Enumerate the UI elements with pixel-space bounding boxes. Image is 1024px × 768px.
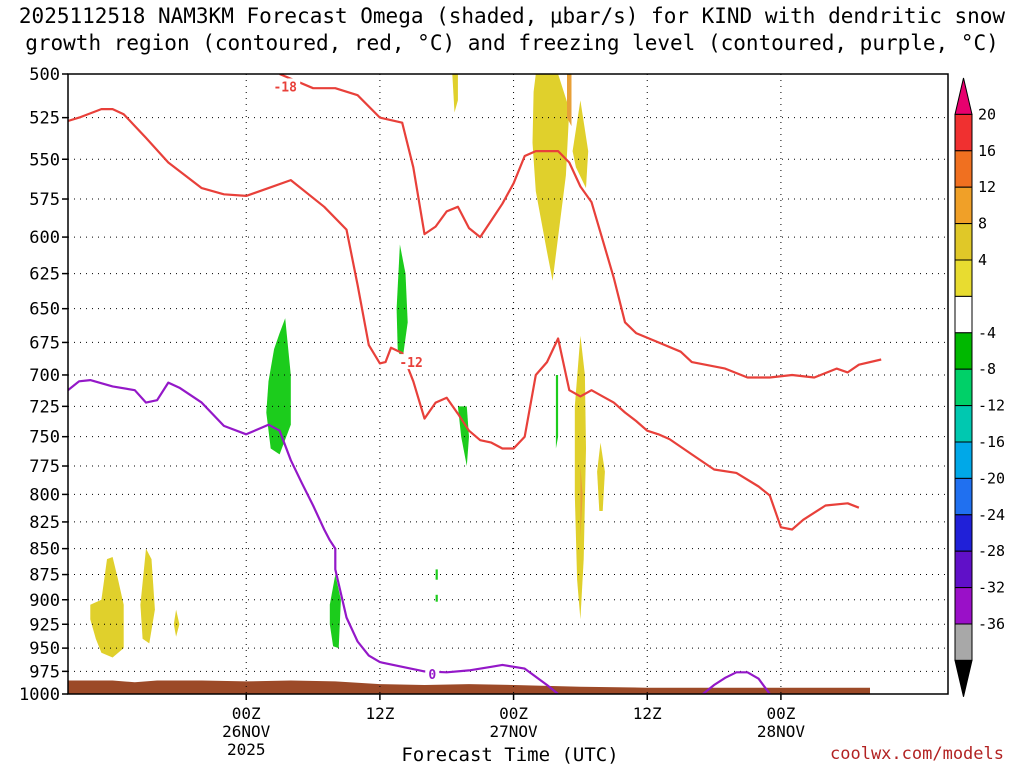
colorbar-label: 8 [978, 215, 987, 233]
x-tick-label: 27NOV [489, 722, 538, 741]
omega-shade [457, 406, 469, 466]
contour-line [68, 379, 559, 694]
colorbar-box [954, 295, 973, 334]
colorbar-box [954, 441, 973, 479]
y-tick-label: 650 [29, 300, 60, 320]
omega-shade [396, 244, 408, 363]
omega-shade [435, 569, 438, 580]
colorbar-box [954, 477, 973, 516]
y-tick-label: 625 [29, 265, 60, 285]
colorbar-box [954, 514, 973, 552]
y-tick-label: 550 [29, 150, 60, 170]
y-tick-label: 1000 [19, 685, 60, 705]
omega-shade [266, 318, 291, 455]
omega-shade [452, 74, 458, 113]
colorbar-box [954, 113, 973, 152]
colorbar-box [954, 368, 973, 407]
x-tick-label: 28NOV [757, 722, 806, 741]
contour-label-bg [425, 666, 440, 682]
colorbar-label: -20 [978, 469, 1005, 487]
contour-label-bg [270, 78, 301, 94]
x-tick-label: 00Z [232, 704, 261, 723]
colorbar-arrow-bottom [954, 659, 973, 697]
y-tick-label: 750 [29, 428, 60, 448]
colorbar-box [954, 587, 973, 625]
contour-line [279, 74, 882, 379]
colorbar-label: 20 [978, 105, 996, 123]
x-tick-label: 00Z [766, 704, 795, 723]
omega-shade [140, 548, 155, 644]
omega-shade [435, 594, 438, 602]
contour-line [702, 671, 771, 694]
colorbar-label: 16 [978, 142, 996, 160]
colorbar-box [954, 623, 973, 661]
x-axis-label: Forecast Time (UTC) [401, 744, 619, 766]
omega-shade [572, 100, 589, 189]
chart-title-line2: growth region (contoured, red, °C) and f… [25, 31, 999, 55]
colorbar-label: -8 [978, 360, 996, 378]
x-tick-label: 12Z [365, 704, 394, 723]
colorbar-label: 12 [978, 178, 996, 196]
colorbar-label: -16 [978, 433, 1005, 451]
colorbar-arrow-top [954, 77, 973, 115]
x-tick-label: 00Z [499, 704, 528, 723]
y-tick-label: 875 [29, 566, 60, 586]
colorbar-label: -24 [978, 506, 1005, 524]
x-tick-label: 26NOV [222, 722, 271, 741]
omega-shade [555, 375, 559, 449]
y-tick-label: 850 [29, 540, 60, 560]
omega-shade [567, 74, 572, 127]
colorbar-box [954, 405, 973, 443]
contour-label-bg [396, 354, 427, 370]
y-tick-label: 975 [29, 662, 60, 682]
contour-label: -18 [273, 80, 297, 95]
y-tick-label: 775 [29, 457, 60, 477]
contour-label: -12 [399, 356, 422, 371]
y-tick-label: 525 [29, 109, 60, 129]
colorbar-box [954, 223, 973, 261]
plot-frame [67, 73, 949, 695]
contour-line [68, 108, 860, 531]
colorbar-label: -12 [978, 397, 1005, 415]
y-tick-label: 800 [29, 485, 60, 505]
colorbar-label: -28 [978, 542, 1005, 560]
colorbar-box [954, 259, 973, 297]
y-tick-label: 725 [29, 397, 60, 417]
colorbar-label: -32 [978, 579, 1005, 597]
omega-shade [597, 442, 605, 511]
contour-label: 0 [428, 668, 436, 683]
y-tick-label: 700 [29, 366, 60, 386]
omega-shade [90, 557, 124, 658]
chart-title-line1: 2025112518 NAM3KM Forecast Omega (shaded… [18, 4, 1006, 28]
omega-shade [173, 609, 180, 637]
y-tick-label: 950 [29, 639, 60, 659]
y-tick-label: 600 [29, 228, 60, 248]
colorbar-box [954, 550, 973, 589]
y-tick-label: 825 [29, 513, 60, 533]
colorbar-box [954, 332, 973, 370]
colorbar-box [954, 150, 973, 188]
y-tick-label: 500 [29, 65, 60, 85]
x-tick-label: 12Z [633, 704, 662, 723]
colorbar-label: -4 [978, 324, 996, 342]
y-tick-label: 925 [29, 615, 60, 635]
omega-shade [329, 574, 341, 649]
omega-shade [532, 74, 570, 281]
colorbar-label: -36 [978, 615, 1005, 633]
omega-shade [580, 466, 583, 538]
y-tick-label: 675 [29, 333, 60, 353]
colorbar: 20 16 12 8 4 -4 -8 -12 -16 -20 -24 -28 -32 -36 [954, 77, 1005, 697]
x-tick-label: 2025 [227, 740, 266, 759]
credit-text: coolwx.com/models [830, 744, 1004, 764]
colorbar-box [954, 186, 973, 225]
terrain-fill [68, 680, 871, 694]
y-tick-label: 575 [29, 190, 60, 210]
y-tick-label: 900 [29, 591, 60, 611]
colorbar-label: 4 [978, 251, 987, 269]
